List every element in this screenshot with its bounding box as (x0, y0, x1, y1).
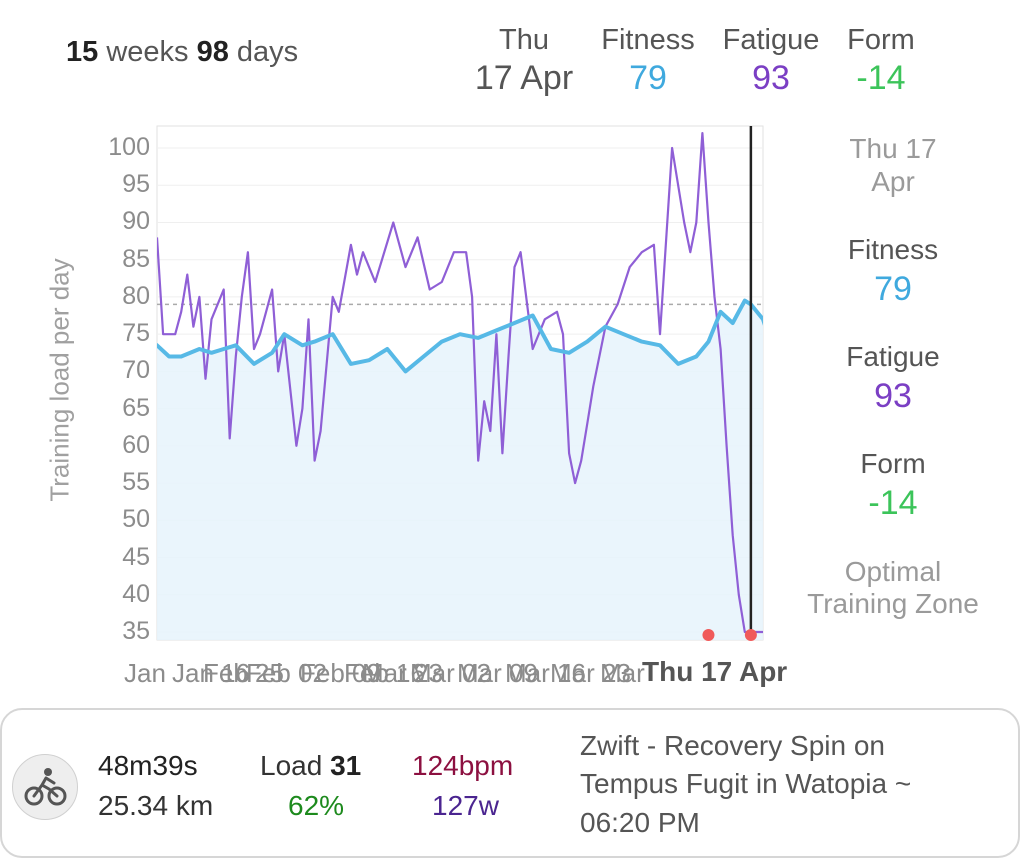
x-selected-date-label: Thu 17 Apr (642, 656, 788, 687)
range-days-unit: days (236, 36, 299, 68)
y-tick-label: 50 (122, 505, 150, 534)
range-weeks-value: 15 (66, 36, 99, 68)
header-form: Form -14 (836, 24, 926, 98)
x-tick-label: Mar 23 (550, 658, 631, 688)
x-tick-label: Mar 09 (457, 658, 538, 688)
fitness-area-fill (157, 300, 763, 640)
side-date-line2: Apr (871, 166, 915, 197)
header-fitness: Fitness 79 (596, 24, 700, 98)
x-tick-label: Mar 02 (410, 658, 491, 688)
y-tick-label: 100 (108, 133, 150, 161)
side-fatigue-label: Fatigue (846, 341, 940, 372)
fatigue-line (157, 132, 763, 634)
activity-load-label: Load (260, 750, 323, 781)
activity-duration: 48m39s (98, 750, 198, 781)
header-date: Thu 17 Apr (462, 24, 586, 98)
x-tick-label: Jan 16 (172, 658, 251, 688)
header-day: Thu (499, 24, 549, 56)
side-form-label: Form (860, 448, 926, 479)
activity-power: 127w (432, 790, 499, 821)
x-tick-label: Mar 23 (362, 658, 443, 688)
range-days-value: 98 (196, 36, 229, 68)
x-tick-label: Mar 16 (505, 658, 586, 688)
header-fatigue-value: 93 (752, 59, 790, 97)
range-weeks-unit: weeks (106, 36, 189, 68)
y-tick-label: 65 (122, 393, 150, 422)
header-form-value: -14 (856, 59, 906, 97)
header-date-value: 17 Apr (474, 59, 574, 97)
x-tick-label: Jan (124, 658, 166, 688)
header-fitness-label: Fitness (601, 24, 695, 56)
y-tick-label: 40 (122, 579, 150, 608)
side-fatigue: Fatigue 93 (780, 341, 1006, 416)
activity-distance: 25.34 km (98, 790, 214, 821)
y-tick-label: 90 (122, 207, 150, 236)
header-form-label: Form (847, 24, 915, 56)
side-optimal-zone: Optimal Training Zone (780, 556, 1006, 620)
y-tick-label: 35 (122, 617, 150, 645)
side-date: Thu 17 Apr (780, 132, 1006, 198)
y-tick-label: 45 (122, 542, 150, 571)
y-tick-label: 80 (122, 281, 150, 310)
y-tick-label: 70 (122, 356, 150, 385)
date-range-label: 15 weeks 98 days (66, 36, 298, 69)
activity-heart-rate: 124bpm (412, 750, 514, 781)
activity-percent: 62% (288, 790, 345, 821)
x-tick-label: Feb 16 (344, 658, 425, 688)
activity-title-line3[interactable]: 06:20 PM (580, 807, 700, 838)
x-tick-label: Feb 25 (203, 658, 284, 688)
activity-title-line2[interactable]: Tempus Fugit in Watopia ~ (580, 768, 912, 799)
y-tick-label: 60 (122, 430, 150, 459)
y-tick-label: 85 (122, 244, 150, 273)
side-zone-line2: Training Zone (807, 588, 979, 619)
side-date-line1: Thu 17 (849, 133, 937, 164)
cycling-icon (12, 754, 78, 820)
activity-marker (744, 629, 757, 641)
header-fatigue-label: Fatigue (722, 24, 820, 56)
activity-title-line1[interactable]: Zwift - Recovery Spin on (580, 730, 885, 761)
side-fitness-value: 79 (874, 270, 912, 308)
side-fatigue-value: 93 (874, 377, 912, 415)
x-tick-label: Feb 02 (246, 658, 327, 688)
y-tick-label: 55 (122, 468, 150, 497)
activity-card[interactable]: 48m39s 25.34 km Load 31 62% 124bpm 127w … (0, 708, 1020, 858)
activity-load-value: 31 (330, 750, 362, 781)
side-fitness-label: Fitness (847, 234, 939, 265)
side-fitness: Fitness 79 (780, 234, 1006, 309)
activity-marker (702, 629, 715, 641)
x-tick-label: Mar (600, 658, 645, 688)
y-tick-label: 95 (122, 170, 150, 199)
x-tick-label: Feb 09 (300, 658, 381, 688)
side-form-value: -14 (868, 484, 918, 522)
activity-load: Load 31 (260, 750, 361, 782)
header-fitness-value: 79 (629, 59, 667, 97)
fitness-line (157, 298, 763, 374)
header-fatigue: Fatigue 93 (716, 24, 826, 98)
side-form: Form -14 (780, 448, 1006, 523)
side-zone-line1: Optimal (844, 556, 942, 587)
y-tick-label: 75 (122, 319, 150, 348)
training-load-chart[interactable] (0, 0, 1024, 700)
